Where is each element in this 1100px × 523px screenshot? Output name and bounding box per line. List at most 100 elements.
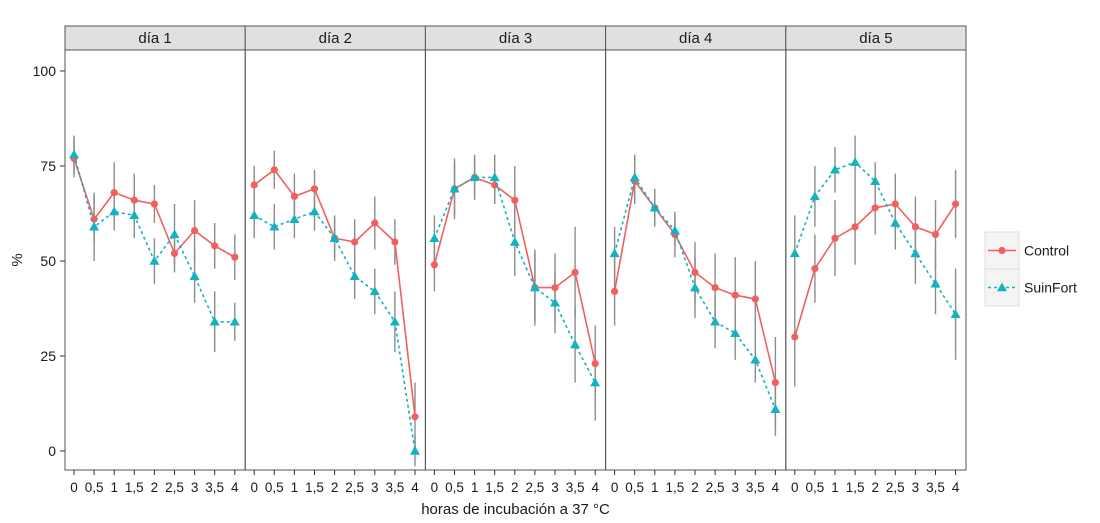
facet-strip-label: día 3 — [499, 30, 532, 47]
data-point-control — [250, 181, 258, 189]
x-tick-label: 1,5 — [666, 480, 685, 495]
x-tick-label: 0 — [611, 480, 619, 495]
x-tick-label: 4 — [952, 480, 960, 495]
y-tick-label: 25 — [40, 348, 56, 364]
legend: Control SuinFort — [984, 231, 1077, 307]
x-tick-label: 4 — [231, 480, 239, 495]
data-point-suinfort — [349, 271, 360, 280]
x-tick-label: 3,5 — [746, 480, 765, 495]
facet-panel-4: día 4 0 0,5 1 1,5 2 2,5 3 3,5 4 — [605, 25, 787, 495]
data-point-suinfort — [570, 339, 581, 349]
data-point-suinfort — [289, 214, 300, 223]
data-point-control — [571, 268, 579, 276]
x-tick-label: 2 — [871, 480, 879, 495]
x-tick-label: 1 — [651, 480, 659, 495]
data-point-control — [711, 284, 719, 292]
x-tick-label: 0,5 — [265, 480, 284, 495]
x-tick-label: 3,5 — [205, 480, 224, 495]
data-point-suinfort — [850, 157, 861, 166]
data-point-control — [691, 268, 699, 276]
x-tick-label: 2,5 — [526, 480, 545, 495]
data-point-control — [831, 234, 839, 242]
x-tick-label: 2 — [151, 480, 159, 495]
x-tick-label: 0,5 — [806, 480, 825, 495]
data-point-control — [791, 333, 799, 341]
data-point-suinfort — [870, 176, 881, 185]
facet-strip-label: día 4 — [679, 30, 712, 47]
data-point-suinfort — [309, 206, 320, 216]
x-tick-label: 1,5 — [485, 480, 504, 495]
panel-border — [785, 49, 967, 471]
data-point-control — [591, 360, 599, 368]
facet-panel-2: día 2 0 0,5 1 1,5 2 2,5 3 3,5 4 — [244, 25, 426, 495]
data-point-suinfort — [229, 316, 240, 326]
facet-strip — [424, 25, 607, 51]
data-point-suinfort — [629, 172, 640, 182]
data-point-control — [170, 249, 179, 257]
data-point-control — [270, 166, 278, 174]
data-point-suinfort — [609, 248, 620, 258]
data-point-suinfort — [669, 225, 680, 235]
data-point-suinfort — [809, 191, 820, 201]
data-point-suinfort — [489, 172, 500, 182]
data-point-suinfort — [149, 256, 160, 265]
x-tick-label: 0,5 — [625, 480, 644, 495]
data-point-control — [931, 230, 940, 238]
x-tick-label: 2 — [331, 480, 339, 495]
data-point-control — [871, 204, 879, 212]
x-tick-label: 1 — [110, 480, 118, 495]
data-point-suinfort — [930, 278, 941, 288]
data-point-control — [851, 223, 859, 231]
x-tick-label: 4 — [591, 480, 599, 495]
data-point-suinfort — [410, 446, 420, 455]
x-tick-label: 2 — [511, 480, 519, 495]
data-point-control — [731, 291, 739, 299]
x-tick-label: 2,5 — [886, 480, 905, 495]
data-point-control — [391, 238, 399, 246]
series-line-control — [253, 168, 416, 417]
x-tick-label: 2,5 — [706, 480, 725, 495]
x-tick-label: 0 — [250, 480, 258, 495]
data-point-suinfort — [750, 354, 761, 364]
y-tick-label: 0 — [48, 443, 56, 459]
x-tick-label: 0 — [70, 480, 78, 495]
data-point-suinfort — [249, 210, 260, 220]
data-point-suinfort — [830, 164, 840, 174]
x-tick-label: 3 — [731, 480, 739, 495]
legend-label-control: Control — [1024, 243, 1069, 259]
x-tick-label: 4 — [772, 480, 780, 495]
data-point-control — [430, 261, 438, 269]
data-point-control — [952, 200, 960, 208]
x-tick-label: 2,5 — [165, 480, 184, 495]
x-tick-label: 0 — [431, 480, 439, 495]
x-tick-label: 1,5 — [305, 480, 324, 495]
data-point-control — [611, 287, 619, 295]
x-tick-label: 0 — [791, 480, 799, 495]
data-point-suinfort — [69, 149, 79, 159]
y-tick-label: 50 — [40, 253, 56, 269]
x-tick-label: 3 — [191, 480, 199, 495]
x-tick-label: 0,5 — [85, 480, 104, 495]
x-tick-label: 0,5 — [445, 480, 464, 495]
x-tick-label: 1 — [831, 480, 839, 495]
data-point-control — [130, 196, 138, 204]
data-point-control — [411, 413, 419, 421]
x-tick-label: 1 — [471, 480, 479, 495]
facet-strip-label: día 1 — [138, 30, 171, 47]
data-point-suinfort — [269, 221, 280, 231]
data-point-suinfort — [429, 233, 440, 242]
y-tick-label: 75 — [40, 158, 56, 174]
x-tick-label: 3,5 — [926, 480, 945, 495]
data-point-control — [110, 189, 118, 197]
data-point-control — [751, 295, 759, 303]
data-point-suinfort — [209, 316, 220, 326]
data-point-suinfort — [950, 309, 961, 318]
data-point-suinfort — [369, 286, 380, 296]
x-tick-label: 1,5 — [125, 480, 144, 495]
data-point-suinfort — [469, 172, 480, 182]
facet-panel-3: día 3 0 0,5 1 1,5 2 2,5 3 3,5 4 — [424, 25, 607, 495]
x-tick-label: 3,5 — [386, 480, 405, 495]
x-tick-label: 1 — [291, 480, 299, 495]
data-point-suinfort — [690, 282, 700, 292]
